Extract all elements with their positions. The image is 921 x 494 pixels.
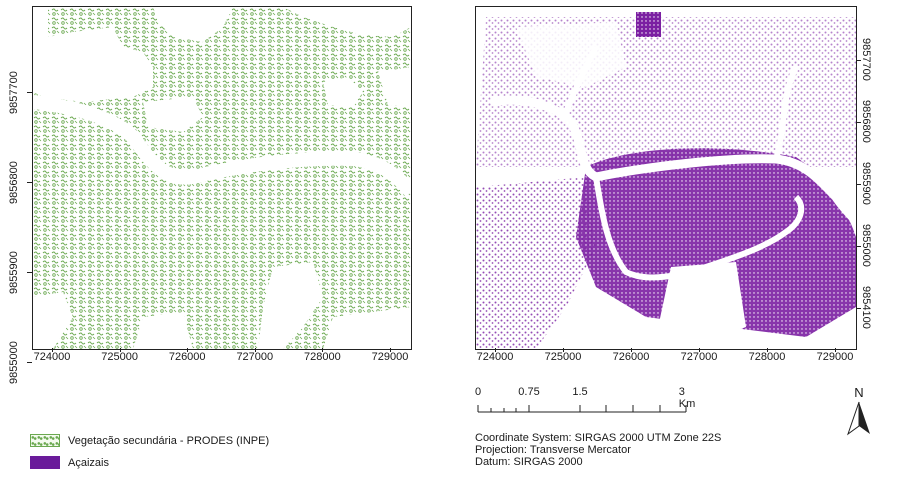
acaizais-map <box>475 6 857 350</box>
right-x-tick-729000: 729000 <box>816 351 854 363</box>
coordinate-system-info: Coordinate System: SIRGAS 2000 UTM Zone … <box>475 432 721 468</box>
scale-bar: 0 0.75 1.5 3 Km <box>474 386 696 426</box>
left-x-tick-725000: 725000 <box>101 351 138 363</box>
clearing-bottom-right <box>258 262 323 349</box>
vegetation-swatch <box>30 434 60 447</box>
river-channel <box>490 95 856 225</box>
right-x-tick-725000: 725000 <box>544 351 582 363</box>
left-x-tick-728000: 728000 <box>304 351 341 363</box>
right-y-tickmark <box>856 308 861 309</box>
vegetation-legend-label: Vegetação secundária - PRODES (INPE) <box>68 434 270 447</box>
right-y-tick-9856800: 9856800 <box>860 100 872 143</box>
river-branch-east <box>773 65 799 160</box>
scale-label-0-75: 0.75 <box>518 386 540 398</box>
datum-text: Datum: SIRGAS 2000 <box>475 456 583 468</box>
scale-label-0: 0 <box>474 386 482 398</box>
acaizais-layer <box>476 7 856 349</box>
left-x-tickmark <box>119 348 121 352</box>
secondary-vegetation-map <box>32 6 412 350</box>
clearing-bottom-middle <box>133 312 193 349</box>
right-x-tick-728000: 728000 <box>748 351 786 363</box>
clearing-east-pond <box>323 77 363 107</box>
left-x-tickmark <box>254 348 256 352</box>
river-branch-north <box>563 45 599 114</box>
clearing-southeast <box>323 307 411 349</box>
right-y-tick-9857700: 9857700 <box>860 38 872 81</box>
right-x-tick-724000: 724000 <box>476 351 514 363</box>
right-y-tick-9855900: 9855900 <box>860 162 872 205</box>
right-y-tickmark <box>856 122 861 123</box>
right-x-tickmark <box>699 348 700 352</box>
clearing-top-right <box>283 7 411 37</box>
acaizais-legend-label: Açaizais <box>68 456 109 469</box>
right-y-tick-9854100: 9854100 <box>860 286 872 329</box>
north-arrow: N <box>846 386 872 438</box>
right-x-tickmark <box>835 348 836 352</box>
left-x-tickmark <box>322 348 324 352</box>
left-y-tickmark <box>27 92 32 93</box>
legend-acaizais: Açaizais <box>30 456 109 469</box>
right-x-tickmark <box>563 348 564 352</box>
left-y-tick-9856800: 9856800 <box>8 161 20 204</box>
acai-patch-northeast <box>636 12 661 37</box>
right-x-tick-727000: 727000 <box>680 351 718 363</box>
scale-bar-graphic <box>477 405 687 413</box>
left-y-tick-9855000: 9855000 <box>8 341 20 384</box>
clearing-north <box>516 22 626 87</box>
clearing-north-center <box>143 97 203 132</box>
north-label: N <box>854 385 864 400</box>
clearing-east-edge <box>378 67 411 107</box>
left-x-tickmark <box>52 348 53 352</box>
scale-label-1-5: 1.5 <box>572 386 588 398</box>
right-y-tickmark <box>856 246 861 247</box>
left-x-tick-724000: 724000 <box>33 351 71 363</box>
left-y-tick-9855900: 9855900 <box>8 251 20 294</box>
secondary-vegetation-layer <box>33 7 411 349</box>
left-x-tick-729000: 729000 <box>371 351 409 363</box>
acai-west-band <box>476 177 596 349</box>
acaizais-swatch <box>30 456 60 469</box>
projection-text: Projection: Transverse Mercator <box>475 444 631 456</box>
right-x-tickmark <box>495 348 496 352</box>
right-y-tick-9855000: 9855000 <box>860 224 872 267</box>
north-arrow-icon <box>847 401 870 436</box>
left-x-tickmark <box>390 348 391 352</box>
left-x-tickmark <box>187 348 189 352</box>
clearing-top-middle <box>153 7 233 42</box>
left-x-tick-726000: 726000 <box>168 351 206 363</box>
clearing-bottom-left <box>33 292 73 349</box>
left-y-tick-9857700: 9857700 <box>8 71 20 114</box>
left-y-tickmark <box>27 272 32 273</box>
left-y-tickmark <box>27 362 32 363</box>
left-y-tickmark <box>27 182 32 183</box>
clearing-south <box>656 262 746 349</box>
coordinate-system-text: Coordinate System: SIRGAS 2000 UTM Zone … <box>475 432 722 444</box>
legend-vegetation: Vegetação secundária - PRODES (INPE) <box>30 434 269 447</box>
river-loop-south <box>593 176 805 281</box>
right-y-tickmark <box>856 184 861 185</box>
acai-dense-center <box>576 148 856 337</box>
river-channel <box>33 95 411 197</box>
right-x-tickmark <box>631 348 632 352</box>
scale-label-3km: 3 Km <box>678 386 696 410</box>
right-x-tick-726000: 726000 <box>612 351 650 363</box>
right-x-tickmark <box>767 348 768 352</box>
right-y-tickmark <box>856 60 861 61</box>
left-x-tick-727000: 727000 <box>236 351 274 363</box>
clearing-top-left <box>33 7 153 102</box>
